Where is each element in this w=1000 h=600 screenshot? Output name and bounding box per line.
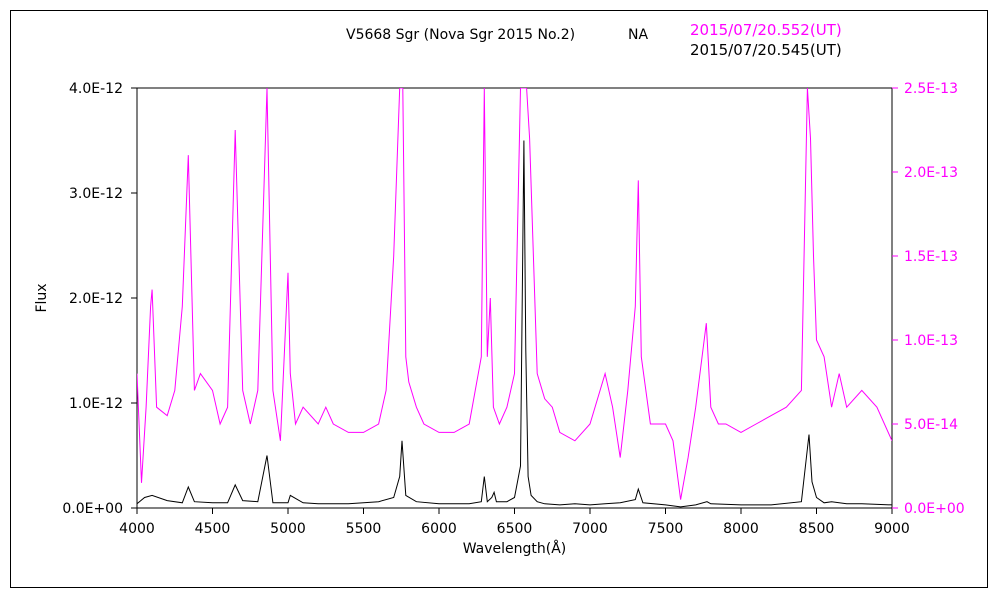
- y-left-tick-label: 0.0E+00: [62, 501, 123, 517]
- chart-frame: [10, 10, 988, 588]
- y-axis-label: Flux: [34, 283, 50, 312]
- series-line-black: [137, 140, 892, 508]
- y-right-tick-label: 2.0E-13: [904, 165, 958, 181]
- date-label-magenta: 2015/07/20.552(UT): [690, 21, 842, 39]
- plot-area: [136, 87, 893, 509]
- y-right-tick-label: 1.5E-13: [904, 249, 958, 265]
- series-line-magenta: [137, 88, 892, 500]
- x-tick-label: 4000: [119, 521, 155, 537]
- y-right-tick-label: 5.0E-14: [904, 417, 958, 433]
- x-tick-label: 8500: [799, 521, 835, 537]
- x-tick-label: 7500: [648, 521, 684, 537]
- date-label-black: 2015/07/20.545(UT): [690, 41, 842, 59]
- x-tick-label: 8000: [723, 521, 759, 537]
- y-left-tick-label: 1.0E-12: [69, 396, 123, 412]
- site-label: NA: [628, 27, 649, 43]
- y-left-tick-label: 2.0E-12: [69, 291, 123, 307]
- x-tick-label: 5000: [270, 521, 306, 537]
- y-right-tick-label: 2.5E-13: [904, 81, 958, 97]
- x-tick-label: 9000: [874, 521, 910, 537]
- object-label: V5668 Sgr (Nova Sgr 2015 No.2): [346, 27, 576, 43]
- y-left-tick-label: 4.0E-12: [69, 81, 123, 97]
- x-tick-label: 6500: [497, 521, 533, 537]
- x-axis-label: Wavelength(Å): [463, 540, 567, 557]
- y-right-tick-label: 1.0E-13: [904, 333, 958, 349]
- x-tick-label: 4500: [195, 521, 231, 537]
- y-right-tick-label: 0.0E+00: [904, 501, 965, 517]
- x-tick-label: 6000: [421, 521, 457, 537]
- x-tick-label: 5500: [346, 521, 382, 537]
- x-tick-label: 7000: [572, 521, 608, 537]
- y-left-tick-label: 3.0E-12: [69, 186, 123, 202]
